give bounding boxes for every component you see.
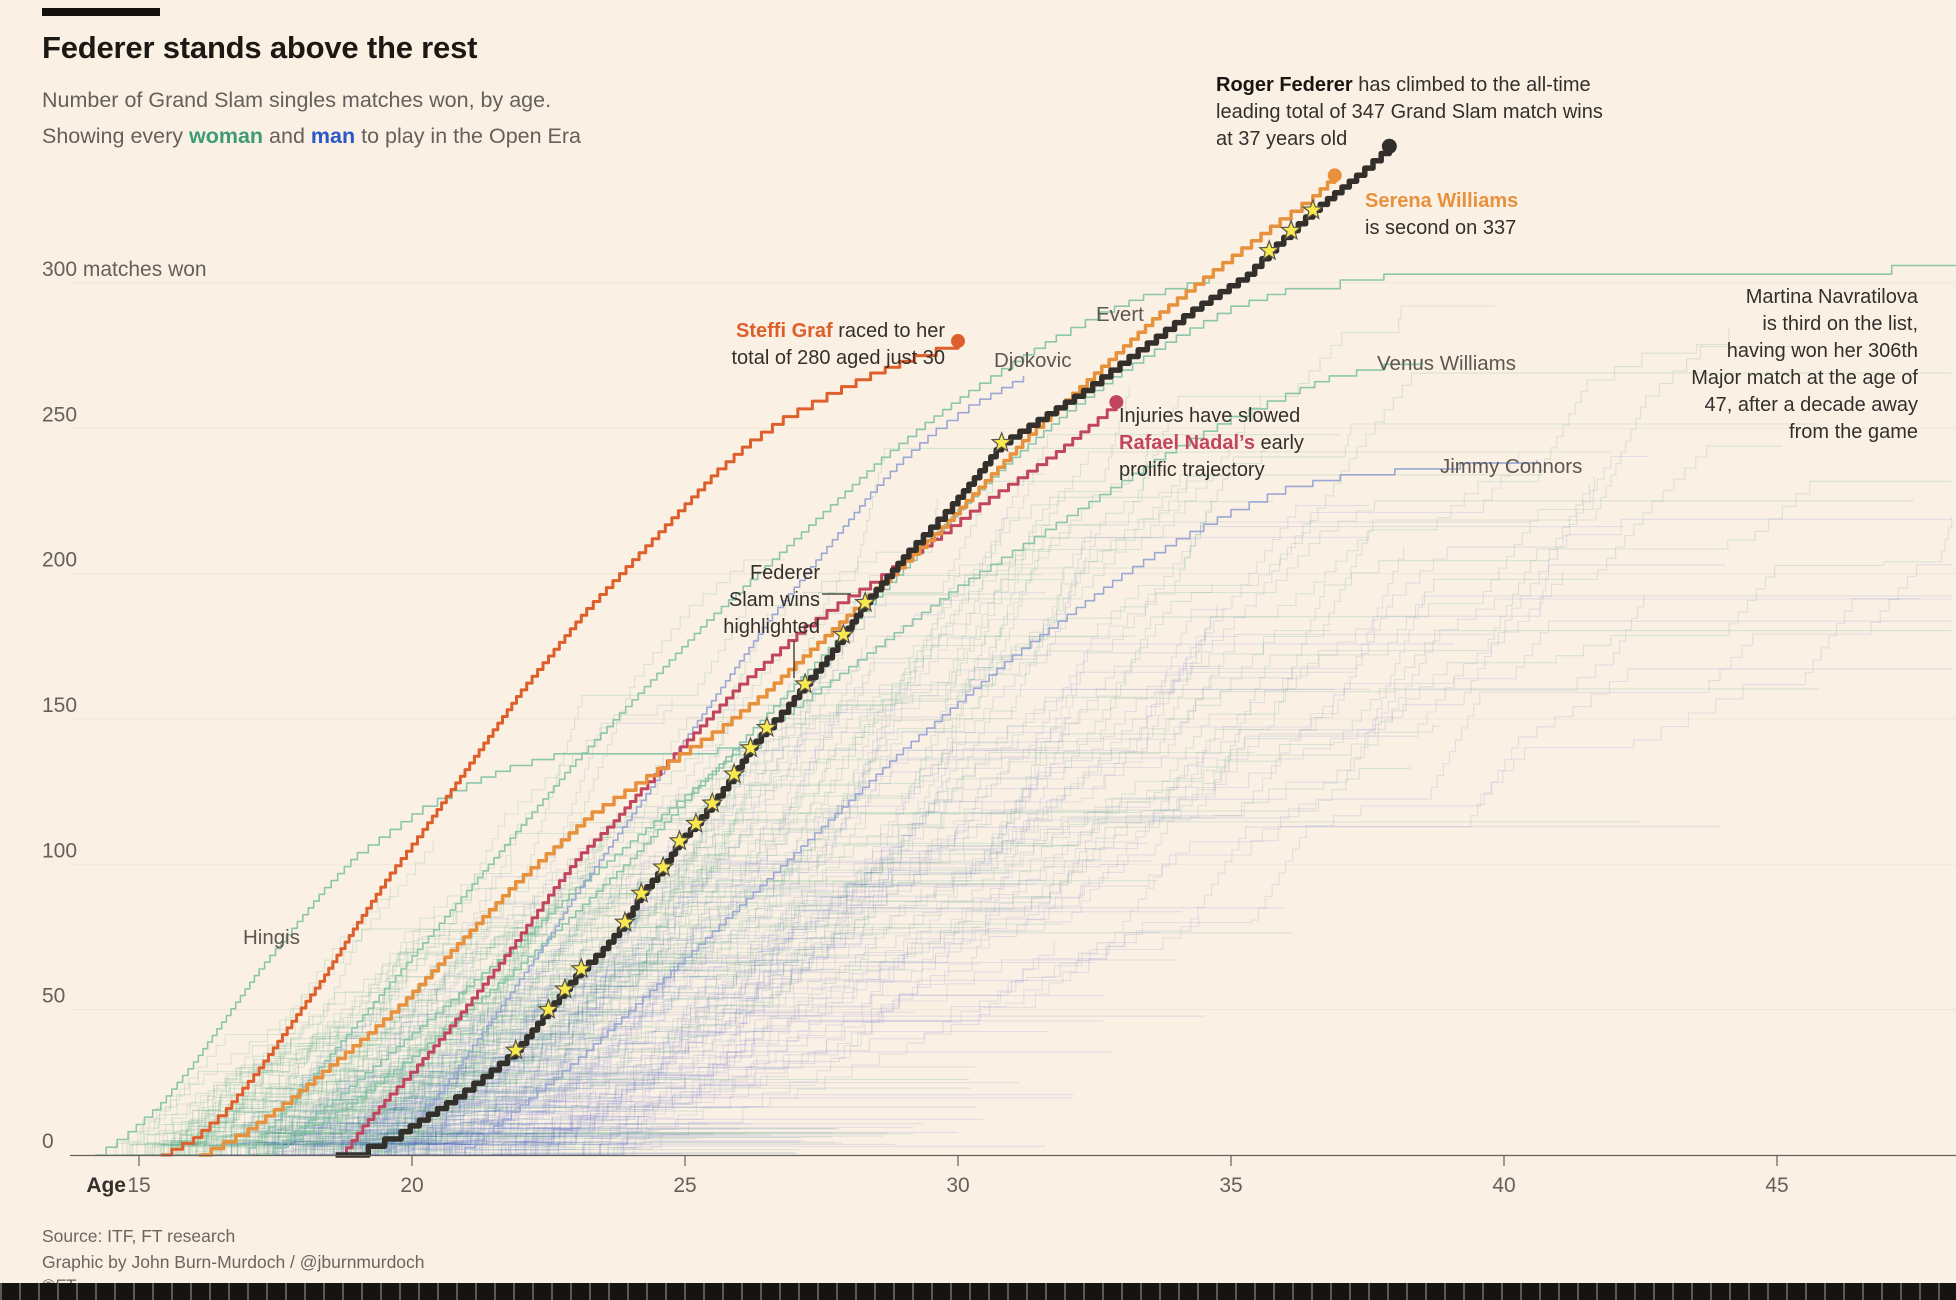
page-subtitle: Number of Grand Slam singles matches won… bbox=[42, 82, 581, 154]
svg-text:200: 200 bbox=[42, 549, 77, 572]
page-title: Federer stands above the rest bbox=[42, 30, 478, 65]
label-evert: Evert bbox=[1096, 303, 1144, 326]
svg-text:250: 250 bbox=[42, 403, 77, 426]
svg-text:25: 25 bbox=[673, 1174, 696, 1197]
serena-name: Serena Williams bbox=[1365, 190, 1519, 212]
subtitle-and: and bbox=[263, 124, 311, 148]
subtitle-pre: Showing every bbox=[42, 124, 189, 148]
svg-text:0: 0 bbox=[42, 1130, 54, 1153]
bottom-strip bbox=[0, 1283, 1956, 1300]
svg-text:100: 100 bbox=[42, 839, 77, 862]
label-jimmy-connors: Jimmy Connors bbox=[1440, 455, 1583, 478]
annotation-graf: Steffi Graf raced to her total of 280 ag… bbox=[731, 320, 946, 369]
annotation-federer: Roger Federer has climbed to the all-tim… bbox=[1216, 74, 1603, 150]
svg-text:300 matches won: 300 matches won bbox=[42, 258, 207, 281]
svg-text:20: 20 bbox=[400, 1174, 423, 1197]
annotation-federer-stars: Federer Slam wins highlighted bbox=[723, 562, 820, 638]
annotation-nadal: Injuries have slowed Rafael Nadal’s earl… bbox=[1119, 405, 1304, 481]
nadal-name: Rafael Nadal’s bbox=[1119, 432, 1255, 454]
federer-name: Roger Federer bbox=[1216, 74, 1353, 96]
ft-rule bbox=[42, 8, 160, 16]
svg-text:150: 150 bbox=[42, 694, 77, 717]
svg-text:45: 45 bbox=[1765, 1174, 1788, 1197]
label-djokovic: Djokovic bbox=[994, 349, 1072, 372]
subtitle-post: to play in the Open Era bbox=[355, 124, 582, 148]
man-highlight: man bbox=[310, 124, 356, 148]
svg-text:35: 35 bbox=[1219, 1174, 1242, 1197]
svg-text:Age: Age bbox=[86, 1174, 126, 1197]
footer-source: Source: ITF, FT research bbox=[42, 1226, 236, 1246]
woman-highlight: woman bbox=[189, 124, 264, 148]
svg-text:40: 40 bbox=[1492, 1174, 1515, 1197]
subtitle-line2: Showing every woman and man to play in t… bbox=[42, 118, 581, 154]
annotation-serena: Serena Williams is second on 337 bbox=[1365, 190, 1519, 239]
footer-credit: Graphic by John Burn-Murdoch / @jburnmur… bbox=[42, 1252, 425, 1272]
label-venus-williams: Venus Williams bbox=[1377, 352, 1516, 375]
svg-text:30: 30 bbox=[946, 1174, 969, 1197]
annotation-navratilova: Martina Navratilova is third on the list… bbox=[1691, 286, 1918, 443]
label-hingis: Hingis bbox=[243, 926, 300, 949]
subtitle-line1: Number of Grand Slam singles matches won… bbox=[42, 88, 552, 112]
svg-text:50: 50 bbox=[42, 985, 65, 1008]
svg-text:15: 15 bbox=[127, 1174, 150, 1197]
graf-name: Steffi Graf bbox=[736, 320, 833, 342]
